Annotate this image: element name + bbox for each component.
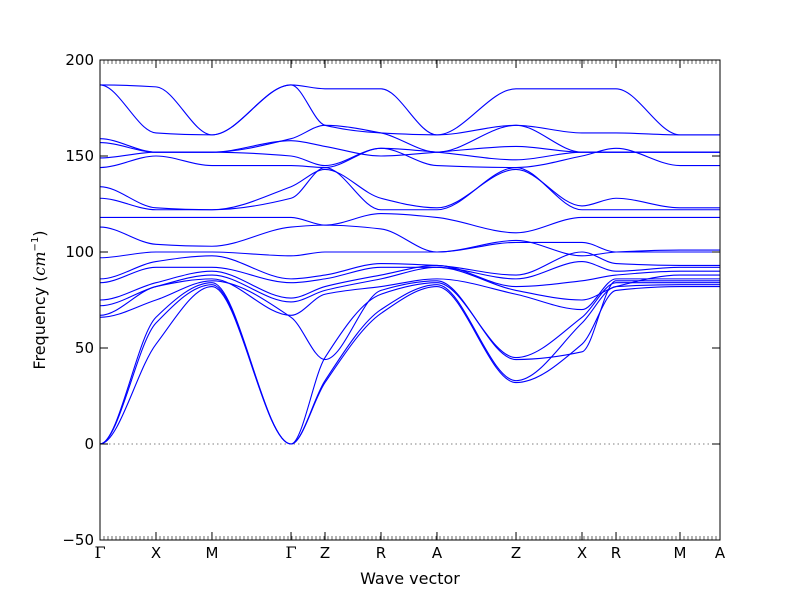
y-axis-title: Frequency (cm−1): [30, 230, 49, 369]
bands-group: [99, 84, 721, 445]
x-tick-label: M: [674, 544, 687, 562]
band-line-9: [99, 251, 720, 280]
x-tick-label: Z: [320, 544, 330, 562]
y-axis-title-text: Frequency (: [30, 276, 49, 370]
x-tick-label: A: [432, 544, 443, 562]
band-line-5: [99, 278, 720, 316]
y-axis-unit: cm: [30, 251, 49, 275]
y-axis-title-close: ): [30, 230, 49, 236]
band-line-20: [99, 84, 720, 136]
y-tick-label: 0: [84, 435, 94, 453]
x-tick-label: Γ: [94, 543, 105, 562]
y-tick-label: 100: [65, 243, 94, 261]
x-tick-label: R: [611, 544, 621, 562]
x-axis-title: Wave vector: [360, 569, 460, 588]
x-tick-label: M: [205, 544, 218, 562]
band-line-1: [99, 286, 720, 445]
band-line-11: [99, 224, 720, 257]
y-axis-unit-exponent: −1: [30, 237, 41, 252]
x-tick-label: Γ: [285, 543, 296, 562]
band-line-14: [99, 168, 720, 211]
y-tick-label: 50: [75, 339, 94, 357]
band-line-19: [99, 84, 720, 136]
x-minor-ticks: [103, 60, 717, 540]
x-tick-label: X: [577, 544, 587, 562]
plot-frame: [99, 59, 721, 541]
y-axis-ticks: −50 0 50 100 150 200: [62, 51, 720, 549]
band-line-15: [99, 147, 720, 169]
y-tick-label: 150: [65, 147, 94, 165]
x-tick-label: X: [151, 544, 161, 562]
x-tick-label: A: [715, 544, 726, 562]
x-tick-label: Z: [511, 544, 521, 562]
band-line-18: [99, 124, 720, 153]
y-tick-label: 200: [65, 51, 94, 69]
y-tick-label: −50: [62, 531, 94, 549]
band-line-8: [99, 261, 720, 284]
band-line-4: [99, 280, 720, 361]
band-line-6: [99, 266, 720, 307]
band-line-3: [99, 282, 720, 445]
x-tick-label: R: [376, 544, 386, 562]
band-line-12: [100, 213, 720, 234]
